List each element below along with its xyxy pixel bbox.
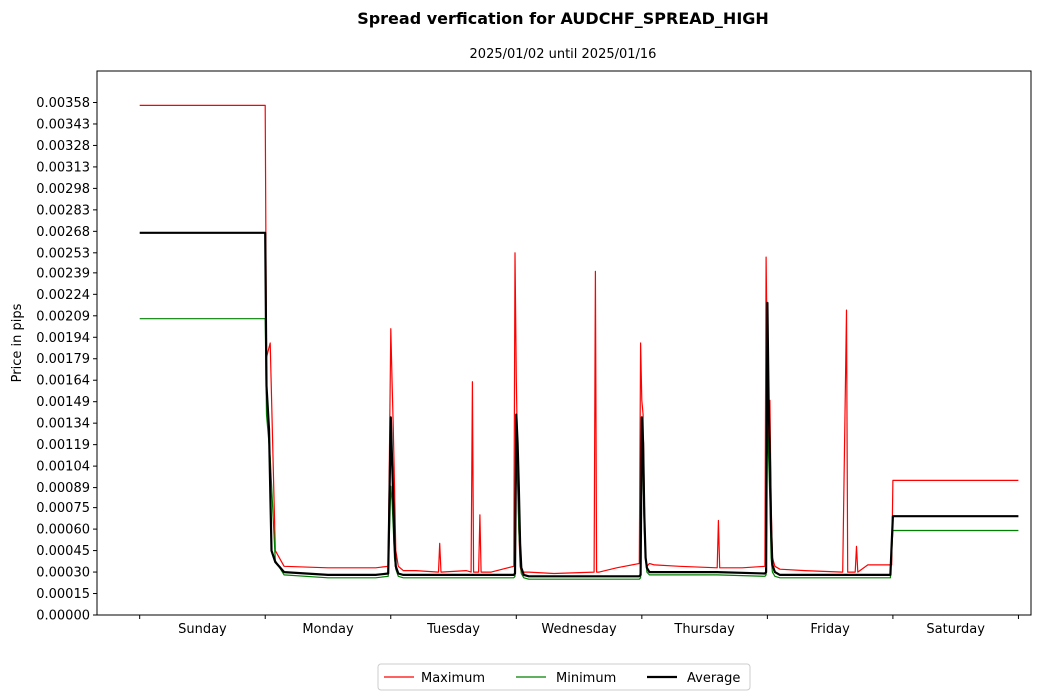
y-tick-label: 0.00119 <box>36 438 90 453</box>
y-axis: 0.00000 0.00015 0.00030 0.00045 0.00060 0.000… <box>36 96 97 624</box>
legend-box <box>377 663 751 691</box>
y-tick-label: 0.00045 <box>36 544 90 559</box>
x-tick-label: Saturday <box>926 622 985 637</box>
x-axis: Sunday Monday Tuesday Wednesday Thursday Frid… <box>139 615 1019 637</box>
legend-label-average: Average <box>687 671 740 686</box>
y-axis-label: Price in pips <box>10 303 25 382</box>
x-tick-label: Tuesday <box>426 622 480 637</box>
y-tick-label: 0.00239 <box>36 266 90 281</box>
y-tick-label: 0.00164 <box>36 374 90 389</box>
y-tick-label: 0.00030 <box>36 566 90 581</box>
legend-label-maximum: Maximum <box>421 671 485 686</box>
y-tick-label: 0.00343 <box>36 117 90 132</box>
y-tick-label: 0.00134 <box>36 417 90 432</box>
series-layer <box>139 104 1019 580</box>
chart-subtitle: 2025/01/02 until 2025/01/16 <box>470 47 657 62</box>
y-tick-label: 0.00209 <box>36 309 90 324</box>
plot-frame <box>96 70 1032 616</box>
y-tick-label: 0.00358 <box>36 96 90 111</box>
y-tick-label: 0.00268 <box>36 225 90 240</box>
y-tick-label: 0.00060 <box>36 523 90 538</box>
legend-label-minimum: Minimum <box>556 671 616 686</box>
y-tick-label: 0.00313 <box>36 160 90 175</box>
y-tick-label: 0.00328 <box>36 139 90 154</box>
y-tick-label: 0.00000 <box>36 609 90 624</box>
y-tick-label: 0.00179 <box>36 352 90 367</box>
x-tick-label: Monday <box>302 622 354 637</box>
y-tick-label: 0.00075 <box>36 501 90 516</box>
y-tick-label: 0.00298 <box>36 182 90 197</box>
y-tick-label: 0.00089 <box>36 481 90 496</box>
y-tick-label: 0.00149 <box>36 395 90 410</box>
x-tick-label: Friday <box>810 622 850 637</box>
x-tick-label: Sunday <box>178 622 227 637</box>
x-tick-label: Wednesday <box>541 622 617 637</box>
legend: Maximum Minimum Average <box>377 663 751 691</box>
y-tick-label: 0.00104 <box>36 460 90 475</box>
y-tick-label: 0.00224 <box>36 288 90 303</box>
series-line-average <box>139 231 1019 578</box>
y-tick-label: 0.00283 <box>36 203 90 218</box>
y-tick-label: 0.00194 <box>36 331 90 346</box>
x-tick-label: Thursday <box>673 622 735 637</box>
y-tick-label: 0.00015 <box>36 587 90 602</box>
chart-title: Spread verfication for AUDCHF_SPREAD_HIG… <box>357 9 769 28</box>
y-tick-label: 0.00253 <box>36 246 90 261</box>
